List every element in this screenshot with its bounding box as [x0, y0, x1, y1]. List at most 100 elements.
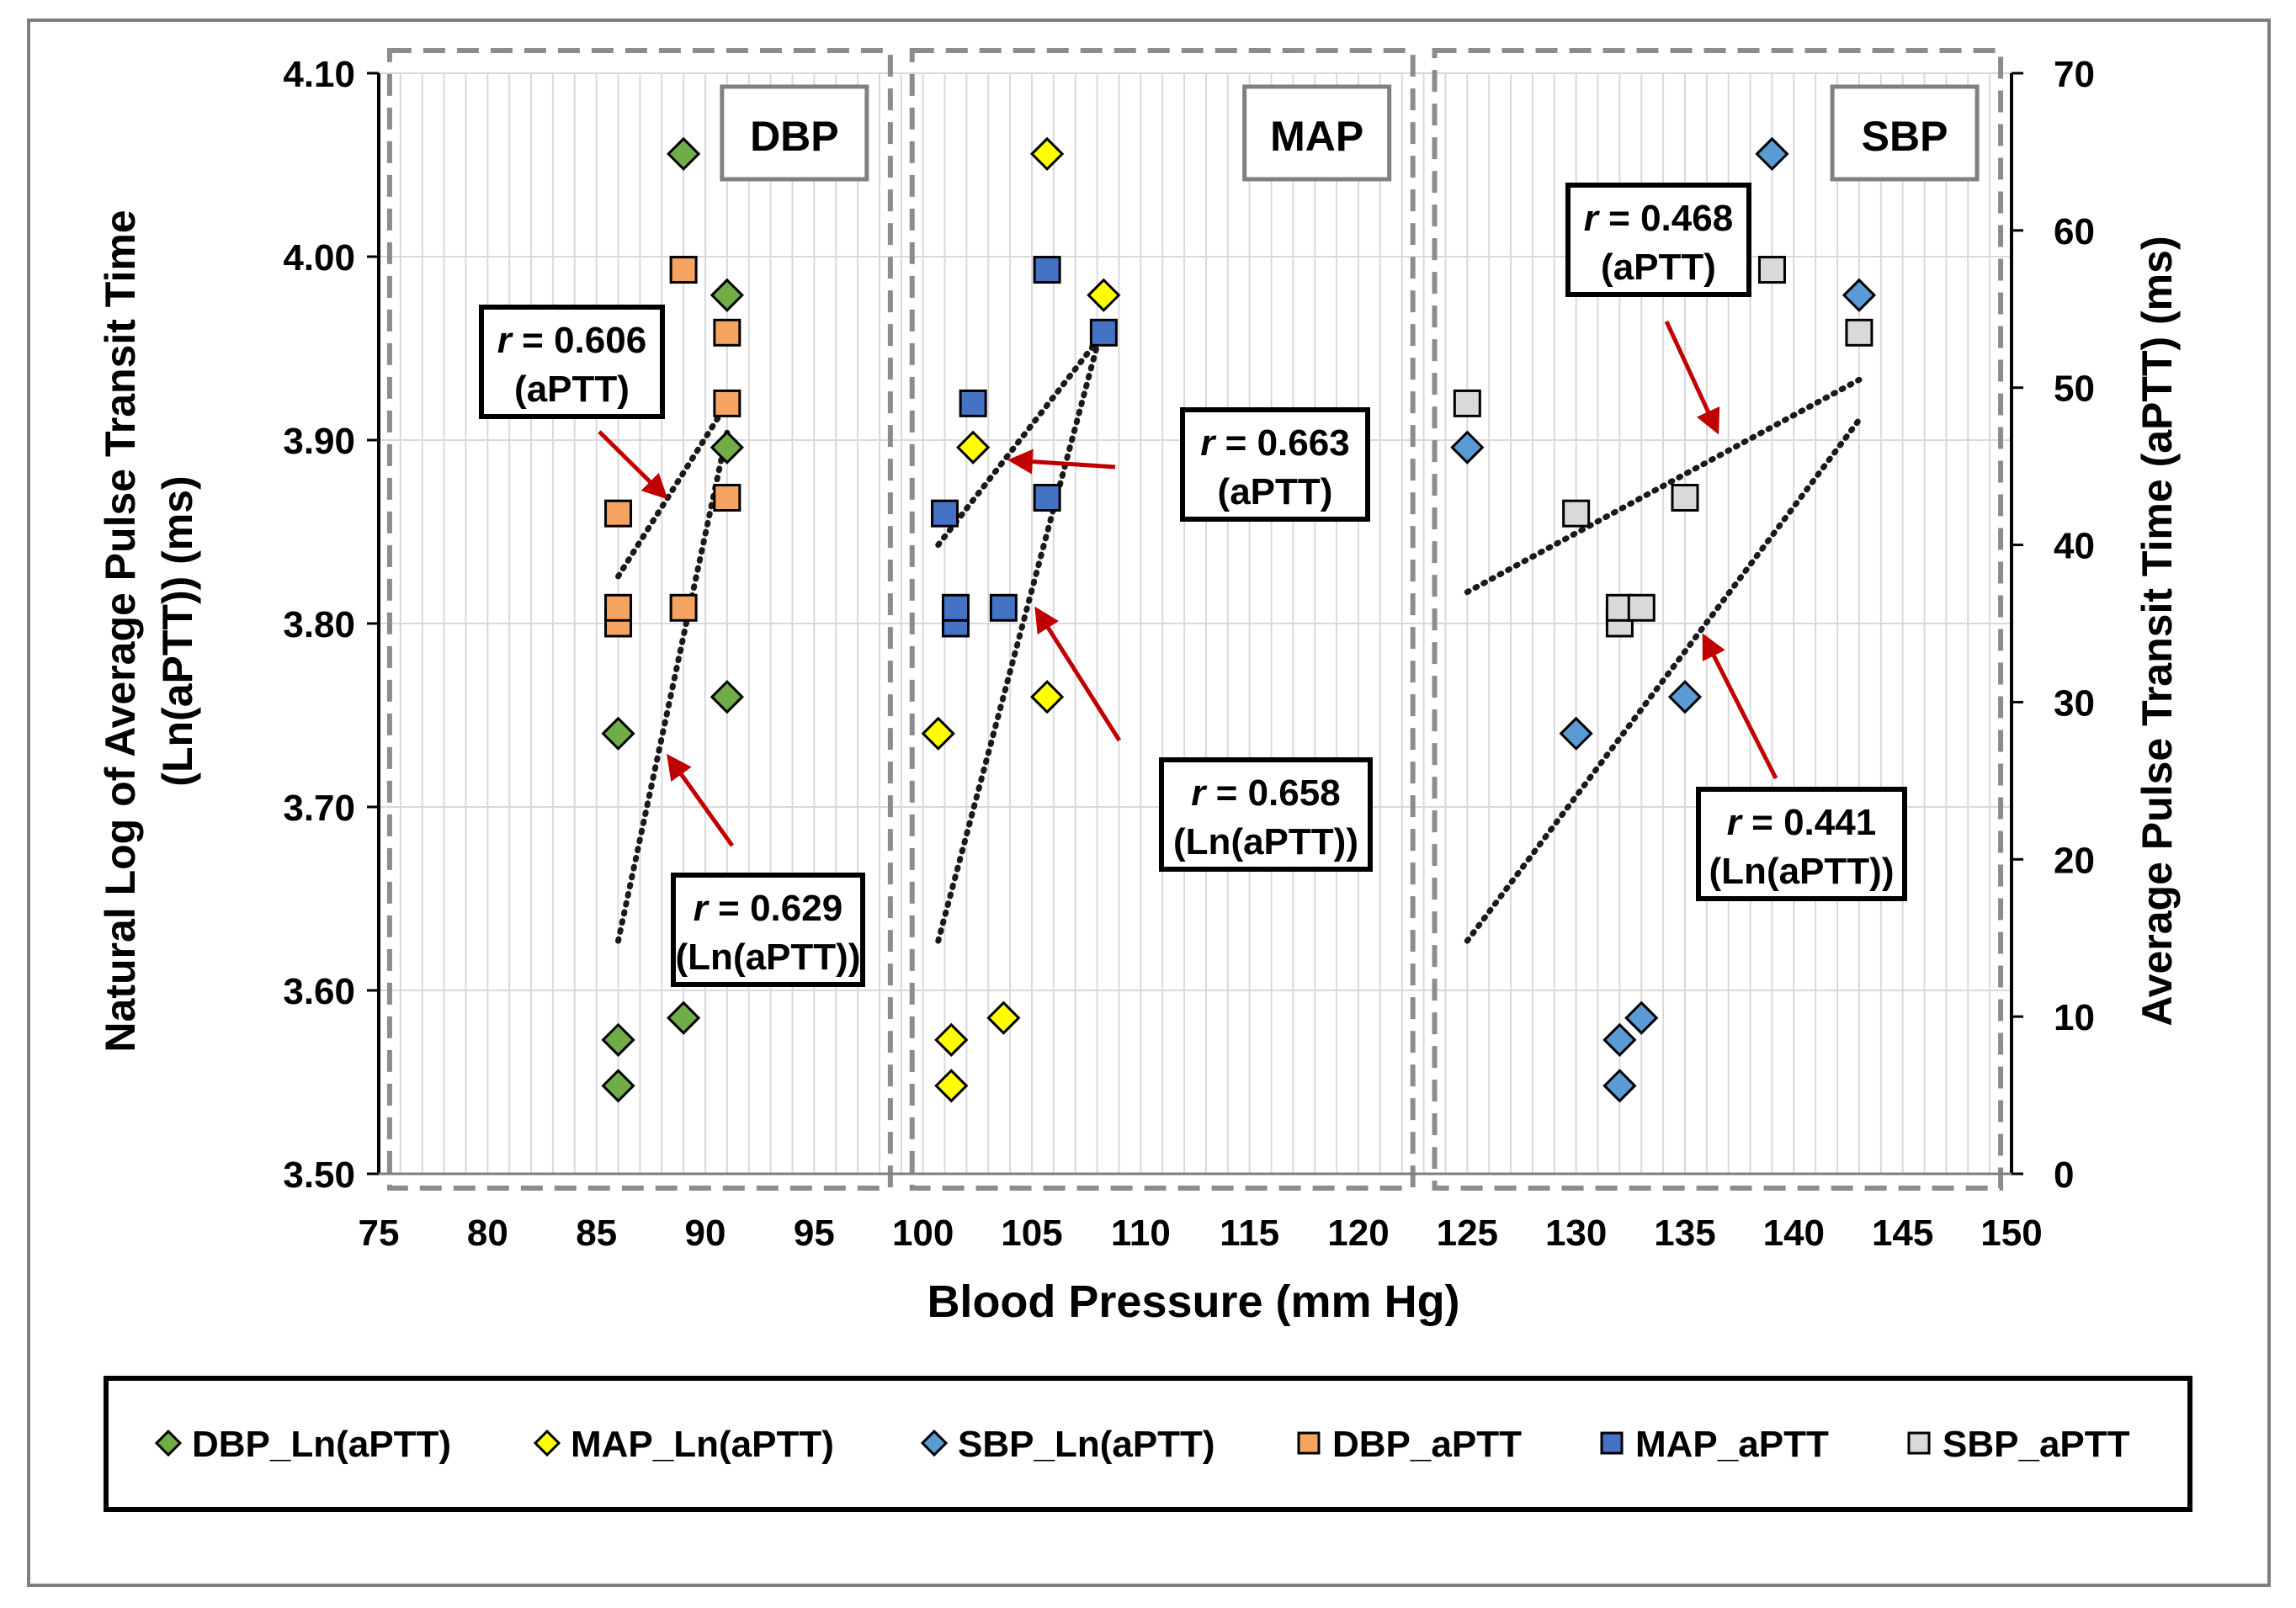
point-sbp-lnaptt	[1450, 430, 1485, 464]
x-tick-label: 135	[1654, 1213, 1715, 1254]
point-dbp-lnaptt	[601, 1022, 635, 1057]
annotation-r-value: = 0.441	[1741, 802, 1876, 843]
annotation-r-symbol: r	[497, 320, 514, 361]
y-left-tick-label: 4.00	[283, 237, 355, 279]
point-sbp-lnaptt	[1667, 680, 1703, 714]
axes: 3.50 3.60 3.70 3.80 3.90 4.00 4.10 0 10 20 30 40 50 6…	[97, 54, 2181, 1327]
x-tick-label: 150	[1980, 1213, 2042, 1254]
legend: DBP_Ln(aPTT) MAP_Ln(aPTT) SBP_Ln(aPTT) DBP_…	[104, 1376, 2192, 1512]
y-left-tick-label: 3.60	[283, 971, 355, 1012]
legend-marker-diamond	[154, 1429, 183, 1457]
figure-outer-border	[27, 19, 2271, 1587]
y-right-tick-label: 10	[2054, 997, 2095, 1038]
data-points	[601, 136, 1877, 1103]
annotation-r-text: r = 0.441	[1727, 802, 1876, 843]
annotation-r-symbol: r	[694, 888, 710, 929]
panel-box-dbp	[386, 48, 893, 1191]
x-tick-label: 110	[1111, 1213, 1171, 1254]
y-right-tick-label: 60	[2054, 211, 2095, 252]
annotation-subtitle: (aPTT)	[1601, 247, 1716, 288]
x-tick-label: 120	[1327, 1213, 1389, 1254]
annotation-r-symbol: r	[1200, 422, 1217, 464]
y-left-tick-label: 3.90	[283, 421, 355, 462]
point-dbp-lnaptt	[667, 1000, 701, 1035]
annotation-box	[1696, 787, 1907, 901]
annotation-box	[1565, 183, 1751, 297]
x-tick-label: 115	[1220, 1213, 1279, 1254]
annotation-box	[479, 305, 665, 419]
point-dbp-aptt	[669, 256, 698, 284]
annotation-arrow	[598, 430, 668, 500]
point-map-lnaptt	[956, 430, 991, 464]
x-tick-label: 105	[1001, 1213, 1062, 1254]
panel-label-box-sbp	[1830, 84, 1980, 182]
annotation-r-value: = 0.606	[512, 320, 646, 361]
point-dbp-aptt	[713, 318, 741, 347]
panel-label-box-map	[1242, 84, 1392, 182]
point-dbp-aptt	[604, 593, 633, 622]
trendline-dbp-ln-aptt	[615, 429, 731, 944]
point-map-aptt	[1033, 484, 1061, 512]
point-map-lnaptt	[934, 1022, 969, 1057]
x-tick-label: 85	[576, 1213, 617, 1254]
annotation-subtitle: (Ln(aPTT))	[676, 937, 861, 978]
point-sbp-lnaptt	[1842, 278, 1877, 312]
y-right-tick-label: 50	[2054, 369, 2095, 410]
legend-label: DBP_aPTT	[1332, 1424, 1522, 1465]
annotation-r-symbol: r	[1584, 198, 1601, 239]
point-sbp-aptt	[1562, 499, 1591, 528]
point-map-lnaptt	[921, 716, 955, 751]
point-dbp-aptt	[713, 484, 741, 512]
annotation-r-text: r = 0.663	[1200, 422, 1349, 464]
annotation-subtitle: (Ln(aPTT))	[1173, 821, 1358, 862]
point-map-lnaptt	[986, 1000, 1021, 1035]
point-map-aptt	[931, 499, 959, 528]
point-dbp-lnaptt	[601, 1069, 635, 1103]
y-right-tick-label: 30	[2054, 682, 2095, 724]
point-dbp-aptt	[669, 593, 698, 622]
legend-label: MAP_aPTT	[1635, 1424, 1829, 1465]
y-axis-left-title-line2: (Ln(aPTT)) (ms)	[154, 475, 201, 786]
legend-label: DBP_Ln(aPTT)	[192, 1424, 451, 1465]
annotation-r-symbol: r	[1727, 802, 1744, 843]
x-tick-label: 75	[359, 1213, 400, 1254]
panel-box-map	[909, 48, 1416, 1191]
x-tick-label: 95	[794, 1213, 835, 1254]
point-dbp-lnaptt	[710, 680, 744, 714]
point-sbp-lnaptt	[1755, 136, 1789, 172]
annotation-box	[1180, 407, 1370, 522]
annotation-r-text: r = 0.468	[1584, 198, 1733, 239]
legend-label: SBP_aPTT	[1943, 1424, 2130, 1465]
point-map-lnaptt	[934, 1069, 969, 1103]
legend-box	[104, 1376, 2192, 1512]
point-map-aptt	[1033, 256, 1061, 284]
point-sbp-lnaptt	[1559, 716, 1593, 751]
annotation-r-value: = 0.468	[1598, 198, 1733, 239]
point-sbp-aptt	[1453, 389, 1481, 417]
annotation-r-value: = 0.629	[708, 888, 842, 929]
point-dbp-lnaptt	[667, 136, 701, 172]
point-dbp-lnaptt	[601, 716, 635, 751]
y-right-tick-label: 20	[2054, 840, 2095, 881]
legend-marker-square	[1907, 1431, 1931, 1455]
legend-marker-square	[1600, 1431, 1624, 1455]
annotation-r-text: r = 0.658	[1191, 772, 1340, 814]
annotations: r = 0.606(aPTT)r = 0.629(Ln(aPTT))r = 0.…	[479, 183, 1907, 987]
point-map-aptt	[959, 389, 987, 417]
point-map-lnaptt	[1029, 680, 1065, 714]
annotation-r-symbol: r	[1191, 772, 1208, 814]
annotation-arrow	[1007, 448, 1116, 475]
x-tick-label: 100	[892, 1213, 954, 1254]
annotation-arrow	[1702, 633, 1778, 780]
legend-label: SBP_Ln(aPTT)	[958, 1424, 1215, 1465]
y-right-tick-label: 0	[2054, 1154, 2074, 1196]
point-dbp-aptt	[604, 499, 633, 528]
point-dbp-lnaptt	[710, 430, 744, 464]
point-map-aptt	[1089, 318, 1118, 347]
annotation-subtitle: (Ln(aPTT))	[1709, 851, 1895, 892]
x-axis-title: Blood Pressure (mm Hg)	[927, 1276, 1459, 1327]
point-sbp-aptt	[1671, 484, 1699, 512]
annotation-box	[1159, 757, 1373, 872]
